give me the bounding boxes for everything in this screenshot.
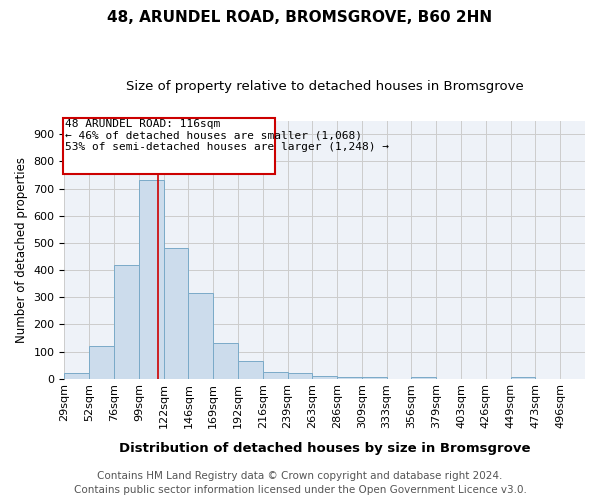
Title: Size of property relative to detached houses in Bromsgrove: Size of property relative to detached ho… <box>126 80 524 93</box>
Bar <box>412 377 436 379</box>
Bar <box>287 373 313 379</box>
Text: 48, ARUNDEL ROAD, BROMSGROVE, B60 2HN: 48, ARUNDEL ROAD, BROMSGROVE, B60 2HN <box>107 10 493 25</box>
Bar <box>188 293 213 379</box>
FancyBboxPatch shape <box>64 118 275 174</box>
X-axis label: Distribution of detached houses by size in Bromsgrove: Distribution of detached houses by size … <box>119 442 530 455</box>
Bar <box>139 180 164 379</box>
Text: 48 ARUNDEL ROAD: 116sqm
← 46% of detached houses are smaller (1,068)
53% of semi: 48 ARUNDEL ROAD: 116sqm ← 46% of detache… <box>65 119 389 152</box>
Y-axis label: Number of detached properties: Number of detached properties <box>15 156 28 342</box>
Bar <box>238 361 263 379</box>
Bar <box>114 264 139 379</box>
Bar <box>64 374 89 379</box>
Text: Contains HM Land Registry data © Crown copyright and database right 2024.
Contai: Contains HM Land Registry data © Crown c… <box>74 471 526 495</box>
Bar <box>337 377 362 379</box>
Bar <box>362 378 386 379</box>
Bar <box>89 346 114 379</box>
Bar <box>164 248 188 379</box>
Bar <box>313 376 337 379</box>
Bar <box>213 344 238 379</box>
Bar <box>263 372 287 379</box>
Bar <box>511 376 535 379</box>
